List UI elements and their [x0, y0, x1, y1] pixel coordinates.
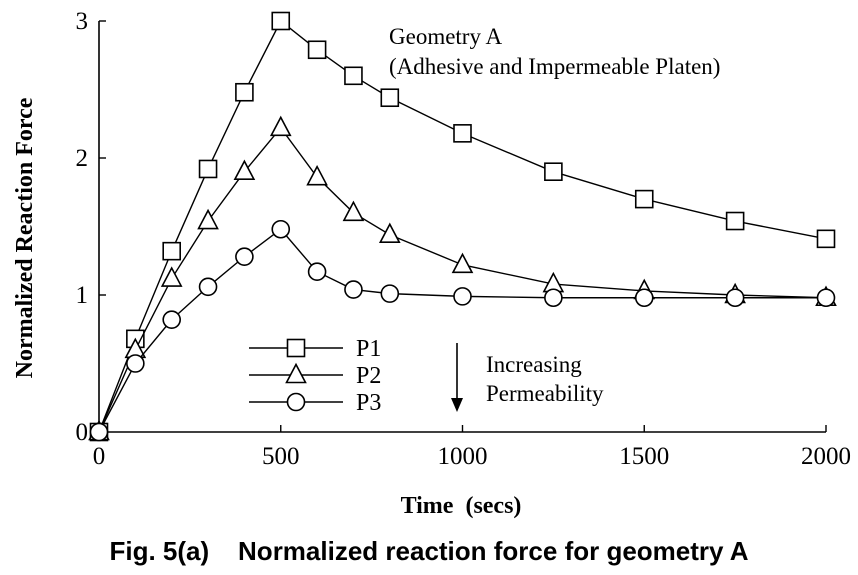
permeability-arrow — [451, 343, 463, 412]
series-line-p1 — [98, 19, 827, 433]
data-point-p1 — [380, 88, 400, 108]
legend-label: P3 — [356, 390, 381, 416]
data-point-p3 — [271, 219, 291, 239]
data-point-p2 — [342, 200, 365, 222]
data-point-p2 — [451, 252, 474, 274]
legend-marker — [286, 392, 306, 412]
data-point-p2 — [197, 208, 219, 230]
data-point-p1 — [725, 211, 745, 231]
legend-item-p2: P2 — [249, 362, 381, 389]
data-point-p2 — [233, 159, 256, 180]
arrow-label-line1: Increasing — [486, 352, 582, 377]
arrow-label-line2: Permeability — [486, 381, 604, 406]
data-point-p3 — [344, 280, 363, 299]
series-p1 — [89, 11, 836, 442]
data-point-p3 — [162, 310, 181, 329]
x-tick-label: 500 — [262, 443, 300, 470]
series-layer — [88, 11, 837, 442]
legend-item-p1: P1 — [249, 336, 381, 362]
data-point-p1 — [162, 241, 181, 261]
data-point-p1 — [453, 124, 472, 143]
series-p3 — [89, 219, 836, 442]
data-point-p1 — [344, 66, 363, 86]
geometry-annotation-line2: (Adhesive and Impermeable Platen) — [389, 54, 720, 79]
geometry-annotation-line1: Geometry A — [389, 24, 502, 49]
data-point-p2 — [269, 115, 292, 137]
data-point-p2 — [160, 266, 183, 287]
figure-caption: Fig. 5(a) Normalized reaction force for … — [109, 536, 748, 566]
data-point-p1 — [307, 40, 327, 60]
data-point-p1 — [634, 189, 654, 209]
data-point-p1 — [271, 11, 291, 31]
y-tick-label: 3 — [76, 8, 89, 35]
data-point-p2 — [378, 222, 401, 244]
legend-item-p3: P3 — [249, 390, 381, 416]
x-tick-label: 1500 — [619, 443, 669, 470]
data-point-p3 — [634, 288, 654, 308]
data-point-p3 — [307, 262, 327, 282]
data-point-p3 — [89, 422, 109, 442]
data-point-p3 — [725, 288, 745, 308]
x-tick-label: 1000 — [438, 443, 488, 470]
data-point-p1 — [235, 82, 254, 102]
data-point-p3 — [380, 284, 400, 303]
y-tick-label: 2 — [76, 145, 89, 172]
data-point-p3 — [198, 277, 218, 297]
data-point-p2 — [306, 164, 328, 186]
x-tick-label: 0 — [93, 443, 106, 470]
data-point-p1 — [544, 162, 563, 181]
x-tick-label: 2000 — [801, 443, 851, 470]
data-point-p3 — [816, 288, 836, 308]
legend-marker — [285, 362, 307, 384]
legend-marker — [286, 338, 306, 358]
data-point-p3 — [453, 287, 472, 306]
data-point-p3 — [235, 247, 254, 266]
data-point-p1 — [816, 229, 836, 249]
y-tick-label: 0 — [76, 419, 89, 446]
legend-label: P1 — [356, 336, 381, 362]
data-point-p3 — [126, 354, 145, 373]
ticks: 0 500 1000 1500 2000 0 1 2 3 — [76, 8, 852, 470]
y-tick-label: 1 — [76, 282, 89, 309]
y-axis-label: Normalized Reaction Force — [12, 97, 38, 378]
legend-label: P2 — [356, 363, 381, 389]
data-point-p1 — [198, 159, 218, 179]
x-axis-label: Time (secs) — [401, 493, 522, 519]
series-line-p2 — [98, 126, 827, 433]
data-point-p3 — [544, 288, 563, 308]
